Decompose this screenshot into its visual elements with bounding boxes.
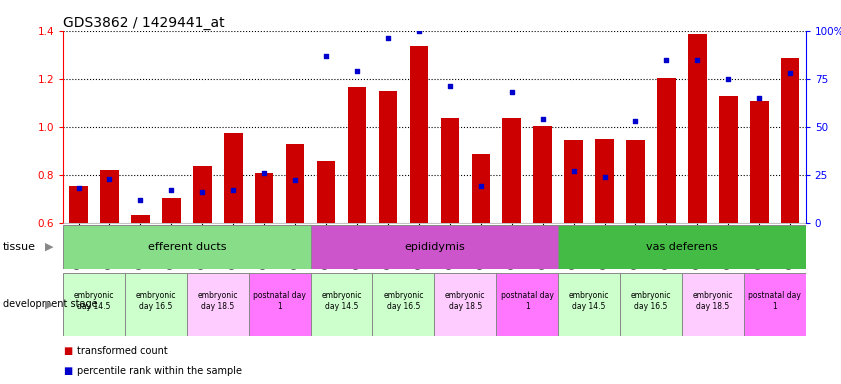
- Point: [226, 187, 240, 193]
- Bar: [564, 140, 583, 223]
- Text: embryonic
day 16.5: embryonic day 16.5: [135, 291, 176, 311]
- Bar: [310, 225, 558, 269]
- Bar: [69, 185, 87, 223]
- Text: ■: ■: [63, 346, 72, 356]
- Bar: [743, 273, 806, 336]
- Bar: [193, 166, 212, 223]
- Bar: [627, 140, 645, 223]
- Point: [443, 83, 457, 89]
- Bar: [682, 273, 743, 336]
- Bar: [162, 197, 181, 223]
- Bar: [373, 273, 434, 336]
- Point: [598, 174, 611, 180]
- Point: [412, 28, 426, 34]
- Text: GDS3862 / 1429441_at: GDS3862 / 1429441_at: [63, 16, 225, 30]
- Text: embryonic
day 14.5: embryonic day 14.5: [321, 291, 362, 311]
- Bar: [496, 273, 558, 336]
- Bar: [688, 34, 706, 223]
- Text: embryonic
day 16.5: embryonic day 16.5: [631, 291, 671, 311]
- Point: [257, 170, 271, 176]
- Point: [505, 89, 518, 95]
- Point: [536, 116, 549, 122]
- Text: transformed count: transformed count: [77, 346, 167, 356]
- Bar: [410, 46, 428, 223]
- Text: vas deferens: vas deferens: [646, 242, 717, 252]
- Point: [288, 177, 302, 184]
- Point: [722, 76, 735, 82]
- Text: epididymis: epididymis: [404, 242, 465, 252]
- Text: postnatal day
1: postnatal day 1: [253, 291, 306, 311]
- Text: embryonic
day 18.5: embryonic day 18.5: [198, 291, 238, 311]
- Bar: [249, 273, 310, 336]
- Text: ■: ■: [63, 366, 72, 376]
- Text: development stage: development stage: [3, 299, 98, 310]
- Point: [381, 35, 394, 41]
- Bar: [533, 126, 552, 223]
- Point: [320, 53, 333, 59]
- Text: ▶: ▶: [45, 299, 53, 310]
- Point: [134, 197, 147, 203]
- Point: [784, 70, 797, 76]
- Text: embryonic
day 18.5: embryonic day 18.5: [693, 291, 733, 311]
- Bar: [255, 173, 273, 223]
- Text: efferent ducts: efferent ducts: [147, 242, 226, 252]
- Text: embryonic
day 16.5: embryonic day 16.5: [383, 291, 424, 311]
- Point: [659, 56, 673, 63]
- Point: [165, 187, 178, 193]
- Bar: [620, 273, 682, 336]
- Bar: [750, 101, 769, 223]
- Bar: [131, 215, 150, 223]
- Bar: [657, 78, 675, 223]
- Bar: [558, 273, 620, 336]
- Bar: [781, 58, 800, 223]
- Point: [690, 56, 704, 63]
- Bar: [472, 154, 490, 223]
- Point: [474, 183, 488, 189]
- Text: postnatal day
1: postnatal day 1: [500, 291, 553, 311]
- Point: [196, 189, 209, 195]
- Bar: [310, 273, 373, 336]
- Bar: [187, 273, 249, 336]
- Bar: [441, 118, 459, 223]
- Point: [567, 168, 580, 174]
- Point: [351, 68, 364, 74]
- Text: postnatal day
1: postnatal day 1: [748, 291, 801, 311]
- Bar: [502, 118, 521, 223]
- Text: percentile rank within the sample: percentile rank within the sample: [77, 366, 241, 376]
- Bar: [719, 96, 738, 223]
- Bar: [317, 161, 336, 223]
- Bar: [595, 139, 614, 223]
- Text: embryonic
day 14.5: embryonic day 14.5: [74, 291, 114, 311]
- Bar: [100, 170, 119, 223]
- Bar: [558, 225, 806, 269]
- Bar: [125, 273, 187, 336]
- Text: ▶: ▶: [45, 242, 53, 252]
- Point: [103, 175, 116, 182]
- Point: [71, 185, 85, 191]
- Bar: [347, 87, 367, 223]
- Text: tissue: tissue: [3, 242, 35, 252]
- Bar: [224, 133, 242, 223]
- Bar: [378, 91, 397, 223]
- Bar: [63, 273, 125, 336]
- Point: [629, 118, 643, 124]
- Bar: [434, 273, 496, 336]
- Bar: [63, 225, 310, 269]
- Bar: [286, 144, 304, 223]
- Text: embryonic
day 14.5: embryonic day 14.5: [569, 291, 610, 311]
- Point: [753, 95, 766, 101]
- Text: embryonic
day 18.5: embryonic day 18.5: [445, 291, 485, 311]
